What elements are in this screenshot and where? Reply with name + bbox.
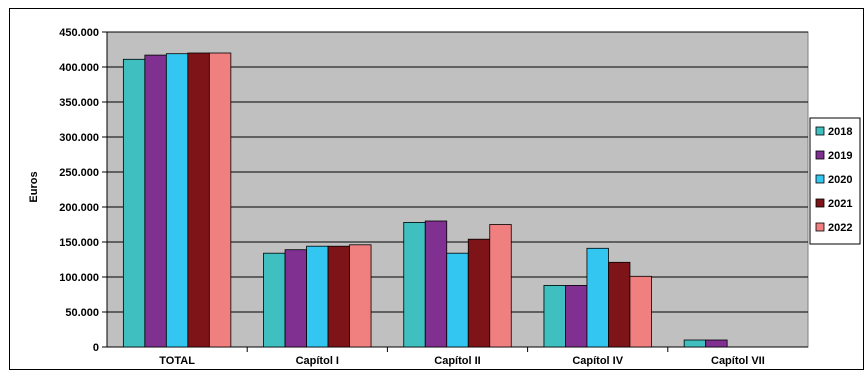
y-tick-label: 350.000 bbox=[59, 97, 99, 109]
bar-2022-1 bbox=[349, 244, 372, 348]
bar-2021-1 bbox=[327, 245, 350, 348]
y-tick-label: 250.000 bbox=[59, 167, 99, 179]
bar-2020-2 bbox=[446, 252, 469, 348]
legend-label-2020: 2020 bbox=[828, 174, 852, 186]
y-tick-label: 150.000 bbox=[59, 237, 99, 249]
legend-swatch-2018 bbox=[815, 126, 825, 136]
y-tick-label: 200.000 bbox=[59, 202, 99, 214]
bar-2018-2 bbox=[403, 221, 426, 348]
bar-2022-2 bbox=[489, 224, 512, 348]
x-tick-label: Capítol VII bbox=[711, 355, 765, 367]
legend-label-2021: 2021 bbox=[828, 198, 852, 210]
legend-swatch-2019 bbox=[815, 150, 825, 160]
y-tick-label: 300.000 bbox=[59, 132, 99, 144]
legend-label-2019: 2019 bbox=[828, 150, 852, 162]
bar-2019-0 bbox=[144, 54, 167, 348]
bar-2020-0 bbox=[165, 53, 189, 348]
x-tick-label: Capítol IV bbox=[572, 355, 623, 367]
y-axis-title: Euros bbox=[28, 171, 40, 202]
chart-frame: Euros 0 50.000 100.000 150.000 200.000 250.00… bbox=[9, 8, 864, 370]
bar-2018-0 bbox=[122, 58, 146, 348]
x-tick-label: Capítol I bbox=[296, 355, 339, 367]
legend-swatch-2021 bbox=[815, 198, 825, 208]
x-tick-label: TOTAL bbox=[159, 355, 195, 367]
bar-2021-0 bbox=[187, 52, 210, 348]
y-tick-label: 100.000 bbox=[59, 272, 99, 284]
y-tick-label: 400.000 bbox=[59, 62, 99, 74]
bar-2018-4 bbox=[683, 339, 707, 348]
bar-2021-2 bbox=[467, 238, 491, 348]
legend-swatch-2020 bbox=[815, 174, 825, 184]
legend-label-2018: 2018 bbox=[828, 126, 852, 138]
bar-chart: Euros 0 50.000 100.000 150.000 200.000 250.00… bbox=[28, 27, 861, 367]
y-tick-label: 0 bbox=[93, 342, 99, 354]
bar-2019-4 bbox=[705, 339, 728, 348]
legend-label-2022: 2022 bbox=[828, 222, 852, 234]
bar-2020-1 bbox=[306, 245, 329, 348]
x-tick-label: Capítol II bbox=[434, 355, 480, 367]
bar-2022-0 bbox=[208, 52, 232, 348]
bar-2018-1 bbox=[263, 252, 286, 348]
bar-2022-3 bbox=[629, 275, 652, 348]
y-tick-label: 50.000 bbox=[65, 307, 99, 319]
bar-2019-3 bbox=[565, 284, 588, 348]
bar-2020-3 bbox=[586, 247, 609, 348]
bar-2021-3 bbox=[608, 261, 631, 348]
y-tick-label: 450.000 bbox=[59, 27, 99, 39]
bar-2019-1 bbox=[284, 249, 307, 348]
bar-2018-3 bbox=[543, 284, 566, 348]
legend-swatch-2022 bbox=[815, 222, 825, 232]
bar-2019-2 bbox=[424, 220, 448, 348]
